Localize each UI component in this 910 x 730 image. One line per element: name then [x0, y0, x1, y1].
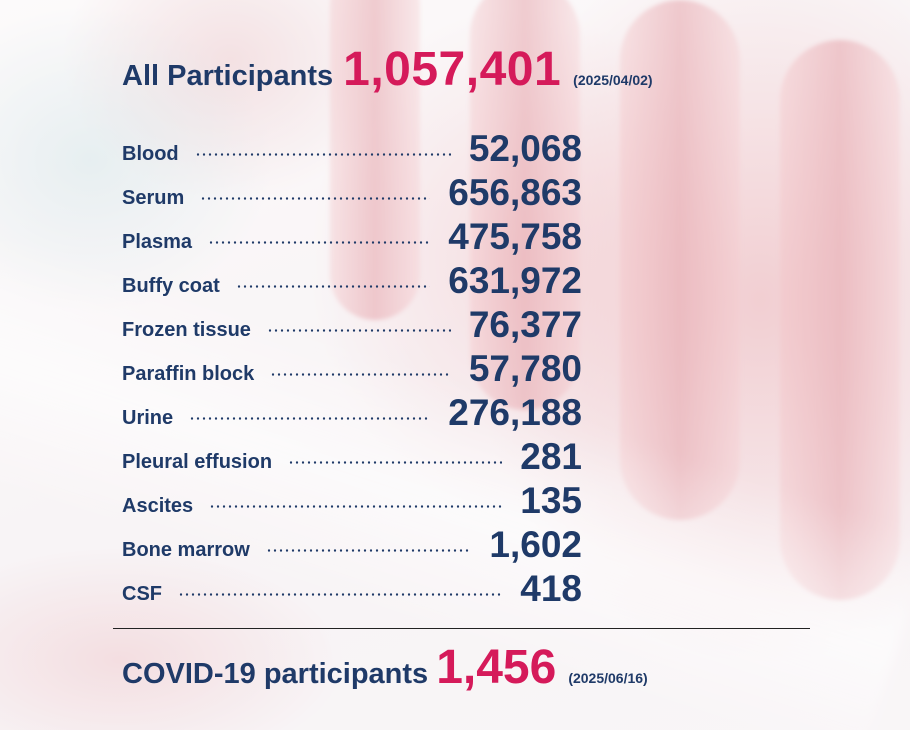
sample-value: 1,602: [489, 524, 582, 565]
all-participants-total: 1,057,401: [343, 43, 562, 96]
sample-value: 276,188: [448, 392, 582, 433]
leader-dots: [178, 593, 502, 596]
sample-row-csf: CSF 418: [122, 566, 582, 610]
sample-name: Frozen tissue: [122, 319, 251, 341]
leader-dots: [200, 197, 430, 200]
leader-dots: [288, 461, 502, 464]
sample-name: CSF: [122, 583, 162, 605]
sample-value: 135: [520, 480, 582, 521]
sample-row-ascites: Ascites 135: [122, 478, 582, 522]
sample-name: Pleural effusion: [122, 451, 273, 473]
leader-dots: [209, 505, 502, 508]
sample-name: Urine: [122, 407, 174, 429]
covid-participants-label: COVID-19 participants: [122, 658, 429, 690]
leader-dots: [208, 241, 430, 244]
sample-row-blood: Blood 52,068: [122, 126, 582, 170]
sample-value: 418: [520, 568, 582, 609]
covid-headline: COVID-19 participants 1,456 (2025/06/16): [122, 640, 648, 695]
sample-name: Plasma: [122, 231, 193, 253]
sample-value: 57,780: [468, 348, 582, 389]
sample-name: Blood: [122, 143, 179, 165]
covid-participants-total: 1,456: [436, 641, 557, 694]
sample-row-frozen-tissue: Frozen tissue 76,377: [122, 302, 582, 346]
sample-value: 76,377: [468, 304, 582, 345]
leader-dots: [266, 549, 471, 552]
leader-dots: [236, 285, 430, 288]
leader-dots: [267, 329, 451, 332]
sample-row-paraffin-block: Paraffin block 57,780: [122, 346, 582, 390]
sample-name: Paraffin block: [122, 363, 255, 385]
all-participants-label: All Participants: [122, 60, 334, 92]
sample-value: 281: [520, 436, 582, 477]
sample-name: Buffy coat: [122, 275, 220, 297]
sample-row-serum: Serum 656,863: [122, 170, 582, 214]
sample-row-pleural-effusion: Pleural effusion 281: [122, 434, 582, 478]
sample-row-plasma: Plasma 475,758: [122, 214, 582, 258]
sample-value: 656,863: [448, 172, 582, 213]
sample-name: Ascites: [122, 495, 194, 517]
sample-row-urine: Urine 276,188: [122, 390, 582, 434]
sample-row-bone-marrow: Bone marrow 1,602: [122, 522, 582, 566]
leader-dots: [189, 417, 430, 420]
sample-value: 631,972: [448, 260, 582, 301]
sample-row-buffy-coat: Buffy coat 631,972: [122, 258, 582, 302]
all-participants-date: (2025/04/02): [573, 72, 653, 88]
leader-dots: [195, 153, 451, 156]
covid-participants-date: (2025/06/16): [568, 670, 648, 686]
leader-dots: [270, 373, 451, 376]
section-divider: [113, 628, 810, 629]
sample-name: Serum: [122, 187, 185, 209]
sample-value: 475,758: [448, 216, 582, 257]
sample-value: 52,068: [468, 128, 582, 169]
sample-list: Blood 52,068 Serum 656,863 Plasma 475,75…: [122, 126, 582, 610]
all-participants-headline: All Participants 1,057,401 (2025/04/02): [122, 42, 653, 97]
sample-name: Bone marrow: [122, 539, 250, 561]
